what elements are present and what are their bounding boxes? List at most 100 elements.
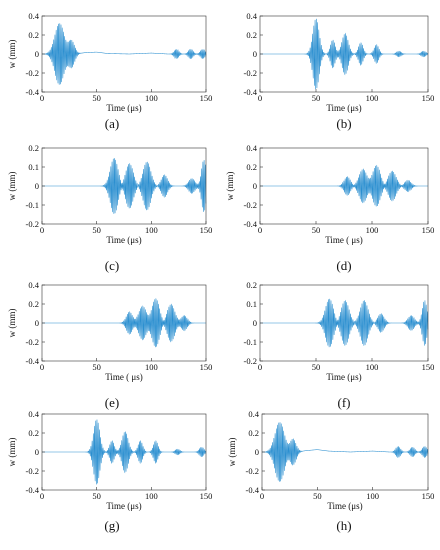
y-tick-label: -0.2 xyxy=(244,200,257,210)
x-tick-label: 0 xyxy=(40,93,44,103)
y-axis-label: w (mm) xyxy=(225,172,235,201)
x-tick-label: 100 xyxy=(145,225,158,235)
y-axis-label: w (mm) xyxy=(7,309,17,338)
y-tick-label: -0.4 xyxy=(246,485,260,495)
signal-line-e xyxy=(42,297,206,348)
x-tick-label: 0 xyxy=(260,491,264,501)
x-axis-label: Time (μs) xyxy=(327,501,362,511)
y-axis-label: w (mm) xyxy=(7,40,17,69)
x-axis-label: Time ( μs) xyxy=(105,372,143,382)
y-tick-label: 0.4 xyxy=(248,409,259,419)
y-tick-label: -0.1 xyxy=(26,200,39,210)
x-tick-label: 150 xyxy=(422,491,435,501)
x-tick-label: 0 xyxy=(258,93,262,103)
chart-panel-h: 0 50 100 150 0.4 0.2 0 -0.2 -0.4 Time (μs) w (mm) (… xyxy=(227,409,434,533)
x-tick-label: 0 xyxy=(258,362,262,372)
y-tick-label: -0.2 xyxy=(244,68,257,78)
x-tick-label: 0 xyxy=(40,362,44,372)
y-tick-label: -0.4 xyxy=(244,219,258,229)
x-axis-label: Time (μs) xyxy=(106,501,141,511)
y-tick-label: 0.2 xyxy=(246,280,257,290)
x-axis-label: Time (μs) xyxy=(106,235,141,245)
x-tick-label: 0 xyxy=(40,491,44,501)
signal-line-a xyxy=(42,23,207,85)
signal-line-c xyxy=(42,158,207,214)
x-tick-label: 50 xyxy=(92,491,101,501)
subfigure-caption: (h) xyxy=(336,518,351,533)
y-tick-label: 0.2 xyxy=(248,428,259,438)
y-tick-label: 0.2 xyxy=(28,299,39,309)
subfigure-caption: (g) xyxy=(104,518,119,533)
y-axis-label: w (mm) xyxy=(7,438,17,467)
signal-line-g xyxy=(42,419,207,485)
chart-panel-f: 0 50 100 150 0.2 0.1 0 -0.1 -0.2 Time (μs) (f) xyxy=(244,280,435,410)
x-axis-label: Time ( μs) xyxy=(325,235,363,245)
x-tick-label: 0 xyxy=(40,225,44,235)
chart-panel-c: 0 50 100 150 0.2 0.1 0 -0.1 -0.2 Time (μs) w (mm) (… xyxy=(7,143,212,273)
y-tick-label: -0.2 xyxy=(26,466,39,476)
y-tick-label: 0 xyxy=(255,447,259,457)
signal-line-b xyxy=(260,18,429,90)
x-tick-label: 50 xyxy=(312,225,321,235)
y-tick-label: -0.1 xyxy=(244,337,257,347)
x-axis-label: Time (μs) xyxy=(106,103,141,113)
y-tick-label: 0.1 xyxy=(28,162,39,172)
subfigure-caption: (e) xyxy=(105,395,119,410)
x-tick-label: 50 xyxy=(312,93,321,103)
y-tick-label: 0.2 xyxy=(28,30,39,40)
x-axis-label: Time (μs) xyxy=(326,372,361,382)
x-tick-label: 0 xyxy=(258,225,262,235)
x-tick-label: 150 xyxy=(200,491,213,501)
subfigure-caption: (b) xyxy=(336,116,351,131)
x-tick-label: 150 xyxy=(200,362,213,372)
subfigure-caption: (d) xyxy=(336,258,351,273)
x-tick-label: 50 xyxy=(92,93,101,103)
y-tick-label: -0.2 xyxy=(244,356,257,366)
x-tick-label: 150 xyxy=(200,93,213,103)
y-tick-label: 0 xyxy=(35,49,39,59)
y-tick-label: 0 xyxy=(253,49,257,59)
x-tick-label: 100 xyxy=(145,93,158,103)
x-tick-label: 50 xyxy=(313,491,322,501)
x-tick-label: 150 xyxy=(422,225,435,235)
x-tick-label: 150 xyxy=(422,93,435,103)
chart-panel-e: 0 50 100 150 0.4 0.2 0 -0.2 -0.4 Time ( μs) w (mm)… xyxy=(7,280,212,410)
chart-panel-g: 0 50 100 150 0.4 0.2 0 -0.2 -0.4 Time (μs) w (mm) (… xyxy=(7,409,212,533)
signal-line-h xyxy=(261,422,429,482)
y-tick-label: 0 xyxy=(253,181,257,191)
subfigure-caption: (a) xyxy=(105,116,119,131)
x-tick-label: 100 xyxy=(366,225,379,235)
y-tick-label: 0 xyxy=(35,447,39,457)
y-tick-label: 0.4 xyxy=(246,11,257,21)
y-tick-label: -0.2 xyxy=(26,68,39,78)
y-tick-label: 0.2 xyxy=(246,162,257,172)
x-axis-label: Time (μs) xyxy=(326,103,361,113)
subfigure-caption: (f) xyxy=(338,395,351,410)
signal-line-d xyxy=(260,164,428,207)
y-tick-label: 0.4 xyxy=(246,143,257,153)
y-tick-label: -0.2 xyxy=(26,337,39,347)
x-tick-label: 100 xyxy=(366,491,379,501)
x-tick-label: 100 xyxy=(145,362,158,372)
chart-panel-d: 0 50 100 150 0.4 0.2 0 -0.2 -0.4 Time ( μs) w (mm)… xyxy=(225,143,434,273)
x-tick-label: 100 xyxy=(145,491,158,501)
y-tick-label: 0.2 xyxy=(246,30,257,40)
x-tick-label: 100 xyxy=(366,93,379,103)
y-tick-label: 0 xyxy=(35,318,39,328)
y-tick-label: -0.4 xyxy=(26,87,40,97)
y-tick-label: 0 xyxy=(35,181,39,191)
x-tick-label: 50 xyxy=(312,362,321,372)
subfigure-caption: (c) xyxy=(105,258,119,273)
y-tick-label: 0.4 xyxy=(28,11,39,21)
y-tick-label: 0.4 xyxy=(28,409,39,419)
y-tick-label: -0.4 xyxy=(26,485,40,495)
chart-panel-a: 0 50 100 150 0.4 0.2 0 -0.2 -0.4 Time (μs) w (mm) (… xyxy=(7,11,212,131)
y-tick-label: 0.4 xyxy=(28,280,39,290)
x-tick-label: 50 xyxy=(92,362,101,372)
y-tick-label: 0.2 xyxy=(28,428,39,438)
y-tick-label: -0.2 xyxy=(26,219,39,229)
x-tick-label: 50 xyxy=(92,225,101,235)
y-axis-label: w (mm) xyxy=(7,172,17,201)
y-tick-label: -0.4 xyxy=(26,356,40,366)
